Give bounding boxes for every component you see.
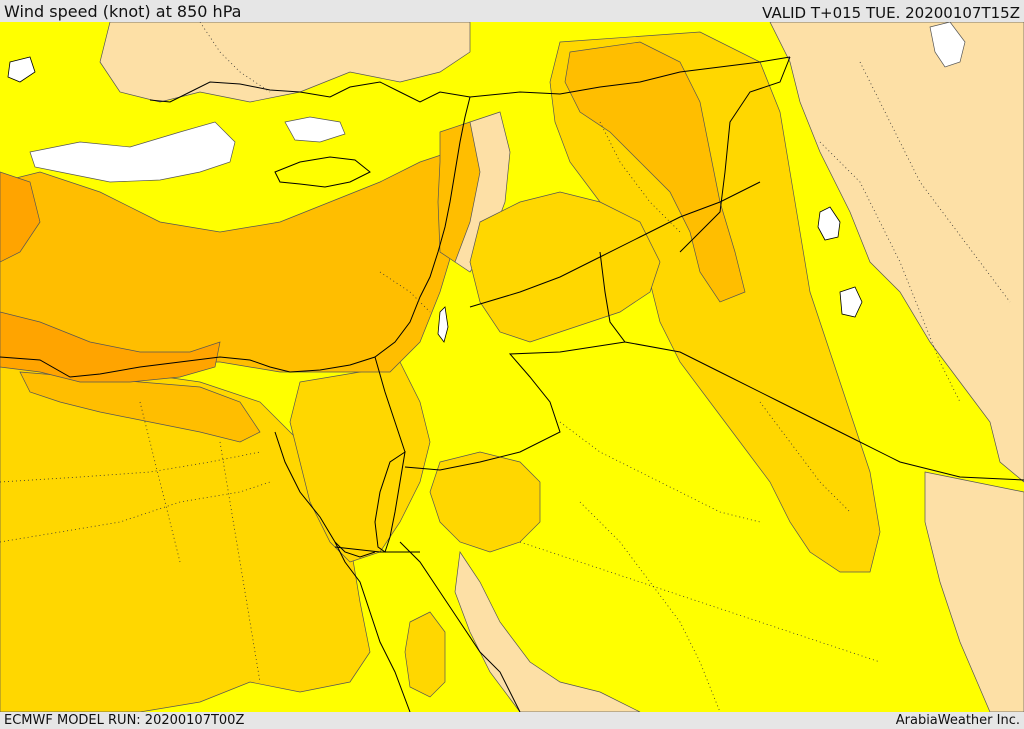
lake-razzaza	[839, 286, 863, 318]
provider-label: ArabiaWeather Inc.	[895, 713, 1020, 728]
border-egypt-israel	[374, 356, 406, 453]
pale-region-northeast	[769, 22, 1024, 483]
coastline-sinai-south	[334, 541, 376, 558]
calm-patch-turkey-2	[284, 116, 346, 143]
gold-region-south	[404, 611, 446, 698]
coastline-mediterranean	[0, 96, 471, 378]
coastline-gulf-suez	[274, 431, 411, 712]
orange-region-west	[0, 171, 41, 263]
border-syria-iraq	[469, 56, 791, 98]
coastline-turkey-south	[149, 81, 471, 103]
coastline-cyprus	[274, 156, 371, 188]
map-footer: ECMWF MODEL RUN: 20200107T00Z ArabiaWeat…	[0, 712, 1024, 729]
lake-tharthar	[817, 206, 841, 241]
gold-region-syria	[469, 191, 661, 343]
pale-region-southeast	[924, 471, 1024, 712]
amber-region-levant	[437, 121, 481, 263]
calm-patch-turkey	[29, 121, 236, 183]
amber-region-egypt	[19, 371, 261, 443]
border-egypt-sudan	[334, 546, 420, 553]
wind-speed-map	[0, 22, 1024, 712]
amber-region-iraq	[564, 41, 746, 303]
admin-borders	[0, 22, 1011, 712]
pale-region-redsea	[454, 551, 641, 712]
lake-nasser	[7, 56, 36, 83]
border-iraq-jordan-saudi	[599, 251, 1024, 481]
coastline-redsea-east	[399, 541, 521, 712]
valid-time-label: VALID T+015 TUE. 20200107T15Z	[762, 4, 1020, 22]
coastline-gulf-aqaba	[374, 450, 406, 553]
gold-region-west	[0, 351, 371, 712]
border-iran-iraq	[679, 56, 791, 253]
model-run-label: ECMWF MODEL RUN: 20200107T00Z	[4, 713, 245, 728]
border-syria-jordan	[469, 181, 761, 308]
orange-region-core	[0, 311, 221, 383]
map-title: Wind speed (knot) at 850 hPa	[4, 2, 242, 21]
border-jordan-saudi	[404, 341, 626, 471]
calm-patch-east	[929, 22, 966, 68]
lake-dead-sea	[437, 306, 449, 343]
map-header: Wind speed (knot) at 850 hPa VALID T+015…	[0, 0, 1024, 22]
